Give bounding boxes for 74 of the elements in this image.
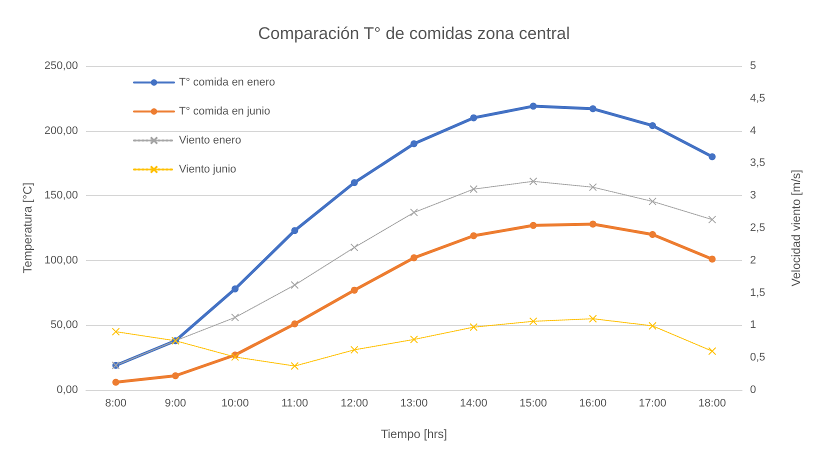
- x-tick-label: 12:00: [340, 398, 368, 410]
- y2-tick-label: 2,5: [750, 222, 766, 234]
- point: [708, 216, 716, 224]
- point: [470, 232, 478, 240]
- y-tick-label: 100,00: [44, 254, 78, 266]
- x-axis-title: Tiempo [hrs]: [380, 427, 448, 441]
- y-tick-label: 50,00: [50, 319, 78, 332]
- point: [410, 208, 418, 216]
- point: [708, 153, 716, 160]
- chart-title: Comparación T° de comidas zona central: [258, 24, 570, 43]
- point: [112, 328, 120, 336]
- y2-tick-label: 0: [750, 384, 756, 396]
- point: [290, 281, 299, 290]
- x-tick-label: 17:00: [638, 398, 666, 410]
- y-tick-label: 250,00: [44, 60, 78, 72]
- point: [410, 254, 418, 262]
- legend-label: Viento junio: [179, 164, 236, 176]
- point: [172, 372, 179, 380]
- y2-tick-label: 0,5: [750, 352, 766, 364]
- point: [530, 222, 537, 229]
- point: [350, 286, 358, 294]
- y2-axis-title: Velocidad viento [m/s]: [789, 170, 803, 286]
- x-tick-label: 18:00: [698, 398, 726, 410]
- point: [649, 122, 656, 130]
- point: [232, 285, 239, 292]
- x-tick-label: 14:00: [460, 398, 488, 410]
- point: [231, 352, 240, 361]
- x-tick-label: 16:00: [579, 398, 607, 410]
- x-tick-label: 13:00: [400, 398, 428, 410]
- point: [410, 335, 418, 344]
- x-tick-label: 8:00: [105, 398, 127, 410]
- y-axis-title: Temperatura [°C]: [20, 182, 34, 274]
- point: [470, 185, 478, 194]
- point: [529, 177, 538, 186]
- x-tick-label: 10:00: [221, 398, 249, 410]
- point: [648, 322, 657, 330]
- legend-label: T° comida en junio: [179, 106, 270, 118]
- point: [649, 230, 656, 238]
- point: [410, 140, 418, 148]
- point: [231, 313, 240, 322]
- y2-tick-label: 4,5: [750, 92, 766, 104]
- point: [588, 314, 597, 323]
- point: [708, 347, 716, 356]
- point: [290, 362, 299, 370]
- y2-tick-label: 1,5: [750, 286, 766, 299]
- point: [648, 197, 657, 206]
- y-tick-label: 200,00: [44, 124, 78, 137]
- point: [470, 114, 478, 122]
- point: [530, 102, 537, 110]
- y2-tick-label: 2: [750, 254, 756, 266]
- x-tick-label: 15:00: [520, 398, 548, 410]
- y-tick-label: 150,00: [44, 190, 78, 202]
- y2-tick-label: 4: [750, 124, 756, 137]
- point: [350, 243, 358, 252]
- point: [588, 183, 597, 192]
- point: [708, 256, 716, 263]
- x-tick-label: 9:00: [164, 398, 186, 410]
- legend-label: Viento enero: [179, 134, 242, 146]
- point: [589, 220, 596, 228]
- x-tick-label: 11:00: [281, 398, 308, 410]
- point: [529, 317, 538, 326]
- y2-tick-label: 1: [750, 319, 756, 332]
- point: [589, 105, 596, 112]
- point: [291, 320, 298, 328]
- point: [470, 323, 478, 332]
- y2-tick-label: 3,5: [750, 157, 766, 170]
- point: [112, 378, 120, 386]
- point: [291, 227, 298, 234]
- y2-tick-label: 5: [750, 60, 756, 72]
- point: [350, 179, 358, 186]
- y-tick-label: 0,00: [56, 384, 78, 396]
- y2-tick-label: 3: [750, 190, 756, 202]
- point: [350, 346, 358, 354]
- legend-label: T° comida en enero: [179, 76, 276, 88]
